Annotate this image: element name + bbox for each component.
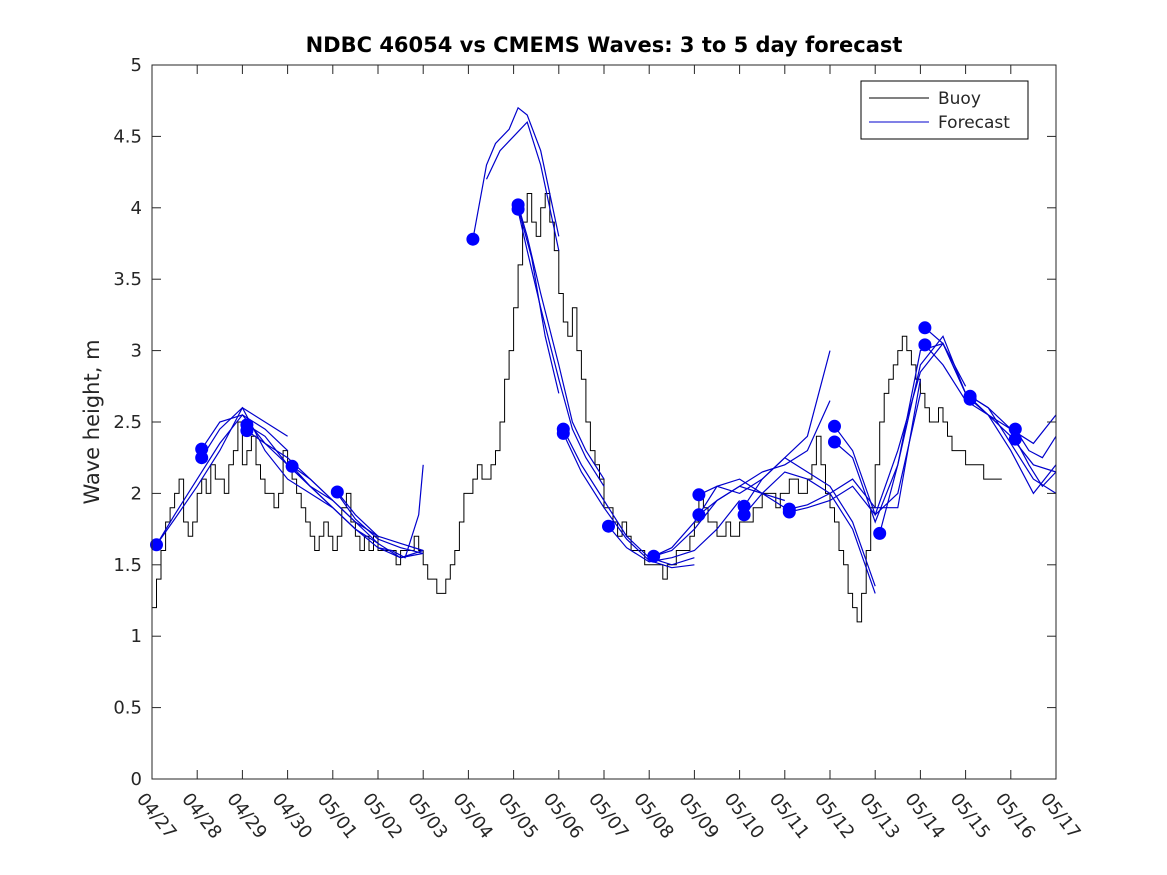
forecast-point-21 bbox=[828, 435, 841, 449]
forecast-point-15 bbox=[692, 508, 706, 522]
forecast-point-7 bbox=[466, 232, 480, 246]
forecast-point-0 bbox=[150, 538, 163, 552]
forecast-series-line-12 bbox=[485, 120, 560, 251]
forecast-series-line-8 bbox=[336, 491, 424, 552]
forecast-series-line-35 bbox=[1014, 438, 1057, 488]
forecast-point-17 bbox=[737, 508, 751, 522]
y-tick-label-10: 5 bbox=[131, 55, 142, 76]
legend-buoy-label: Buoy bbox=[938, 89, 981, 109]
forecast-point-2 bbox=[195, 451, 209, 465]
plot-background bbox=[152, 65, 1056, 779]
forecast-series-line-0 bbox=[155, 414, 289, 546]
forecast-series-line-13 bbox=[517, 204, 605, 480]
forecast-point-13 bbox=[647, 549, 661, 563]
forecast-point-4 bbox=[240, 424, 254, 438]
y-axis-ticks: 0 0.5 1 1.5 2 2.5 3 3.5 4 4.5 5 bbox=[113, 55, 1056, 790]
plot-area bbox=[150, 64, 1057, 780]
forecast-series-line-26 bbox=[789, 393, 921, 516]
forecast-series-line-23 bbox=[743, 456, 876, 587]
legend-forecast-label: Forecast bbox=[938, 113, 1010, 133]
forecast-point-12 bbox=[602, 519, 615, 533]
y-tick-label-4: 2 bbox=[131, 483, 142, 504]
y-tick-label-1: 0.5 bbox=[113, 698, 142, 719]
forecast-series-line-34 bbox=[1014, 428, 1057, 459]
y-axis-label: Wave height, m bbox=[80, 339, 104, 504]
chart-title: NDBC 46054 vs CMEMS Waves: 3 to 5 day fo… bbox=[306, 33, 903, 57]
forecast-series-line-10 bbox=[377, 464, 424, 559]
y-tick-label-9: 4.5 bbox=[113, 126, 142, 147]
y-tick-label-7: 3.5 bbox=[113, 269, 142, 290]
legend-box bbox=[860, 80, 1029, 140]
forecast-series-line-17 bbox=[562, 433, 695, 569]
forecast-series-line-25 bbox=[789, 379, 921, 510]
y-tick-label-6: 3 bbox=[131, 341, 142, 362]
legend: Buoy Forecast bbox=[860, 80, 1029, 140]
forecast-series-line-3 bbox=[201, 406, 334, 509]
forecast-series-line-24 bbox=[743, 471, 876, 594]
forecast-series-line-18 bbox=[608, 500, 741, 563]
y-tick-label-8: 4 bbox=[131, 198, 142, 219]
y-tick-label-3: 1.5 bbox=[113, 555, 142, 576]
forecast-point-9 bbox=[511, 202, 525, 216]
forecast-point-5 bbox=[285, 459, 299, 473]
forecast-point-20 bbox=[828, 419, 841, 433]
forecast-series-line-22 bbox=[698, 400, 831, 516]
forecast-series-line-14 bbox=[517, 210, 605, 487]
forecast-series-line-7 bbox=[291, 465, 424, 559]
forecast-series-line-15 bbox=[517, 207, 560, 394]
forecast-point-22 bbox=[873, 526, 887, 540]
forecast-point-11 bbox=[556, 426, 570, 440]
y-tick-label-2: 1 bbox=[131, 626, 142, 647]
forecast-series-line-11 bbox=[472, 106, 560, 240]
forecast-point-28 bbox=[1008, 432, 1022, 446]
y-tick-label-5: 2.5 bbox=[113, 412, 142, 433]
forecast-point-26 bbox=[963, 392, 977, 406]
buoy-series-line-0 bbox=[152, 193, 1002, 623]
forecast-point-14 bbox=[692, 488, 706, 502]
forecast-point-24 bbox=[918, 338, 932, 352]
forecast-point-6 bbox=[330, 485, 344, 499]
forecast-series-line-1 bbox=[156, 406, 288, 546]
forecast-point-23 bbox=[918, 321, 932, 335]
y-tick-label-0: 0 bbox=[131, 769, 142, 790]
forecast-point-19 bbox=[782, 505, 796, 519]
forecast-series-line-16 bbox=[562, 428, 695, 566]
